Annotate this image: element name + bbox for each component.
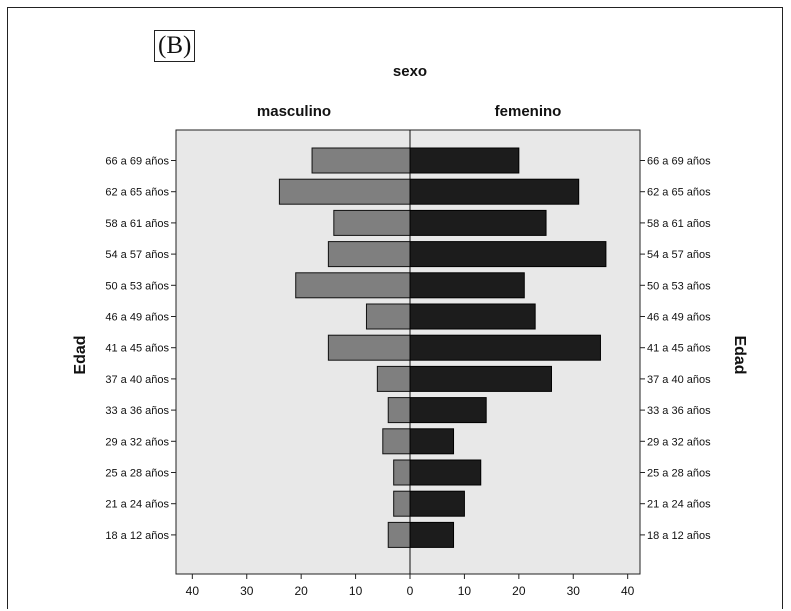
- y-tick-label-right: 29 a 32 años: [647, 436, 711, 448]
- y-tick-label-left: 29 a 32 años: [105, 436, 169, 448]
- bar-masculino: [295, 272, 411, 299]
- bar-masculino: [376, 365, 411, 392]
- y-axis-label-left: Edad: [72, 335, 89, 374]
- y-tick-label-left: 37 a 40 años: [105, 374, 169, 386]
- bar-masculino: [393, 459, 411, 486]
- y-tick-label-left: 66 a 69 años: [105, 156, 169, 168]
- y-tick-label-right: 50 a 53 años: [647, 280, 711, 292]
- bar-masculino: [393, 490, 411, 517]
- bar-femenino: [409, 490, 465, 517]
- bar-femenino: [409, 334, 601, 361]
- y-tick-label-right: 21 a 24 años: [647, 499, 711, 511]
- bar-masculino: [382, 428, 411, 455]
- x-tick-label-left: 20: [294, 584, 308, 598]
- y-tick-label-right: 58 a 61 años: [647, 218, 711, 230]
- y-tick-label-left: 33 a 36 años: [105, 405, 169, 417]
- y-tick-label-right: 25 a 28 años: [647, 468, 711, 480]
- y-tick-label-right: 18 a 12 años: [647, 530, 711, 542]
- y-axis-label-right: Edad: [731, 335, 748, 374]
- bar-femenino: [409, 272, 525, 299]
- x-tick-label-right: 10: [458, 584, 472, 598]
- y-tick-label-left: 54 a 57 años: [105, 249, 169, 261]
- bar-masculino: [311, 147, 411, 174]
- y-tick-label-left: 41 a 45 años: [105, 343, 169, 355]
- y-tick-label-left: 50 a 53 años: [105, 280, 169, 292]
- plot-area: 66 a 69 años 66 a 69 años 62 a 65 años 62 a…: [105, 129, 711, 598]
- bar-femenino: [409, 521, 455, 548]
- y-tick-label-left: 58 a 61 años: [105, 218, 169, 230]
- x-tick-label-right: 40: [621, 584, 635, 598]
- x-tick-label-zero: 0: [407, 584, 414, 598]
- y-tick-label-right: 33 a 36 años: [647, 405, 711, 417]
- bar-femenino: [409, 428, 455, 455]
- y-tick-label-right: 46 a 49 años: [647, 312, 711, 324]
- y-tick-label-right: 54 a 57 años: [647, 249, 711, 261]
- bar-femenino: [409, 459, 482, 486]
- x-tick-label-left: 30: [240, 584, 254, 598]
- y-tick-label-left: 46 a 49 años: [105, 312, 169, 324]
- y-tick-label-right: 62 a 65 años: [647, 187, 711, 199]
- series-label-masculino: masculino: [257, 103, 331, 120]
- bar-femenino: [409, 147, 520, 174]
- bar-femenino: [409, 178, 580, 205]
- bar-femenino: [409, 241, 607, 268]
- x-tick-label-left: 40: [186, 584, 200, 598]
- y-tick-label-left: 25 a 28 años: [105, 468, 169, 480]
- bar-masculino: [387, 521, 411, 548]
- bar-masculino: [327, 334, 411, 361]
- chart-title: sexo: [393, 63, 427, 80]
- y-tick-label-right: 66 a 69 años: [647, 156, 711, 168]
- y-tick-label-left: 18 a 12 años: [105, 530, 169, 542]
- x-tick-label-right: 30: [567, 584, 581, 598]
- bar-femenino: [409, 209, 547, 236]
- bar-masculino: [278, 178, 411, 205]
- bar-femenino: [409, 397, 487, 424]
- bar-femenino: [409, 365, 552, 392]
- bar-masculino: [327, 241, 411, 268]
- bar-masculino: [333, 209, 411, 236]
- y-tick-label-right: 37 a 40 años: [647, 374, 711, 386]
- x-tick-label-left: 10: [349, 584, 363, 598]
- figure-frame: [7, 7, 783, 609]
- y-tick-label-left: 62 a 65 años: [105, 187, 169, 199]
- panel-label: (B): [154, 30, 196, 62]
- y-tick-label-right: 41 a 45 años: [647, 343, 711, 355]
- bar-masculino: [387, 397, 411, 424]
- bar-masculino: [365, 303, 411, 330]
- bar-femenino: [409, 303, 536, 330]
- x-tick-label-right: 20: [512, 584, 526, 598]
- y-tick-label-left: 21 a 24 años: [105, 499, 169, 511]
- series-label-femenino: femenino: [495, 103, 562, 120]
